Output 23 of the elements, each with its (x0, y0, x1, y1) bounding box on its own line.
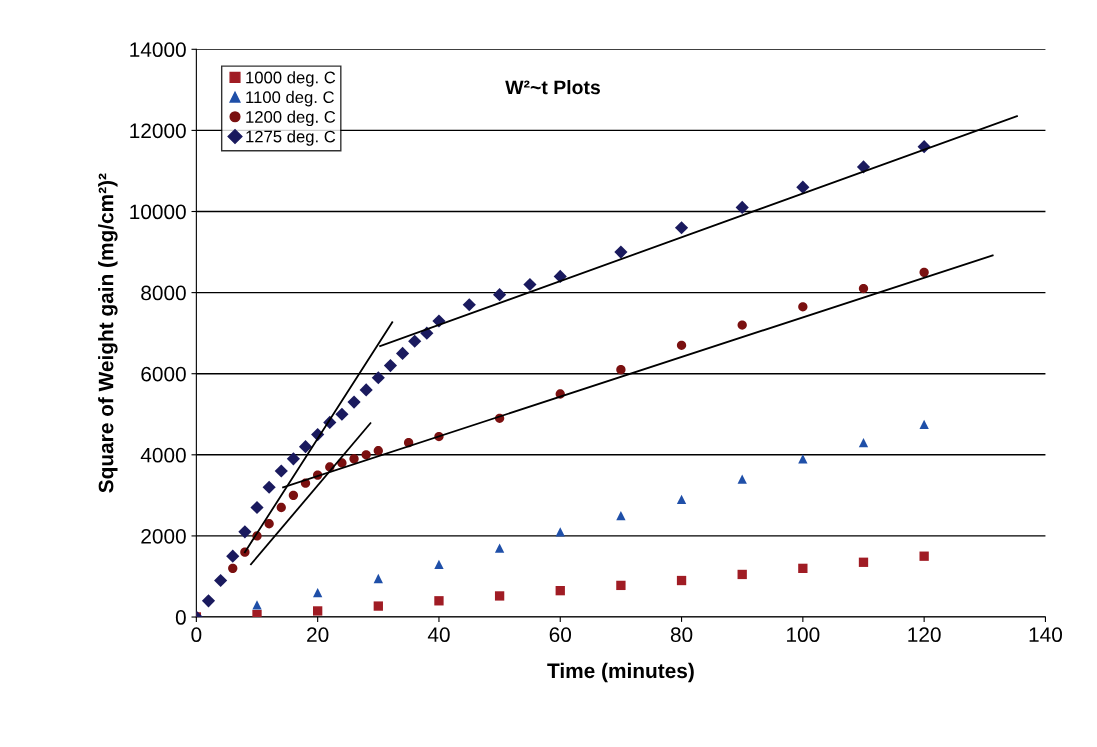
y-tick-label: 4000 (140, 447, 186, 463)
y-tick-label: 14000 (130, 42, 186, 58)
x-tick-label: 0 (191, 627, 202, 643)
x-tick-label: 100 (787, 627, 820, 643)
x-tick-label: 40 (427, 627, 450, 643)
text: W²~t Plots (505, 79, 600, 95)
y-tick-label: 12000 (130, 123, 186, 139)
y-tick-label: 6000 (141, 366, 186, 382)
legend-label: 1000 deg. C (246, 71, 336, 87)
x-tick-label: 140 (1029, 627, 1063, 643)
x-tick-label: 20 (307, 627, 329, 643)
y-tick-label: 10000 (130, 204, 186, 220)
x-axis-title: Time (minutes) (547, 662, 694, 683)
x-tick-label: 80 (670, 627, 693, 643)
y-tick-label: 2000 (141, 528, 186, 544)
y-tick-label: 8000 (141, 285, 186, 301)
x-tick-label: 120 (908, 627, 941, 643)
legend-label: 1200 deg. C (246, 110, 336, 127)
x-tick-label: 60 (549, 627, 572, 643)
legend-label: 1275 deg. C (246, 130, 336, 146)
legend-label: 1100 deg. C (246, 90, 334, 107)
y-tick-label: 0 (175, 610, 186, 625)
y-axis-title: Square of Weight gain (mg/cm²)² (98, 173, 118, 493)
